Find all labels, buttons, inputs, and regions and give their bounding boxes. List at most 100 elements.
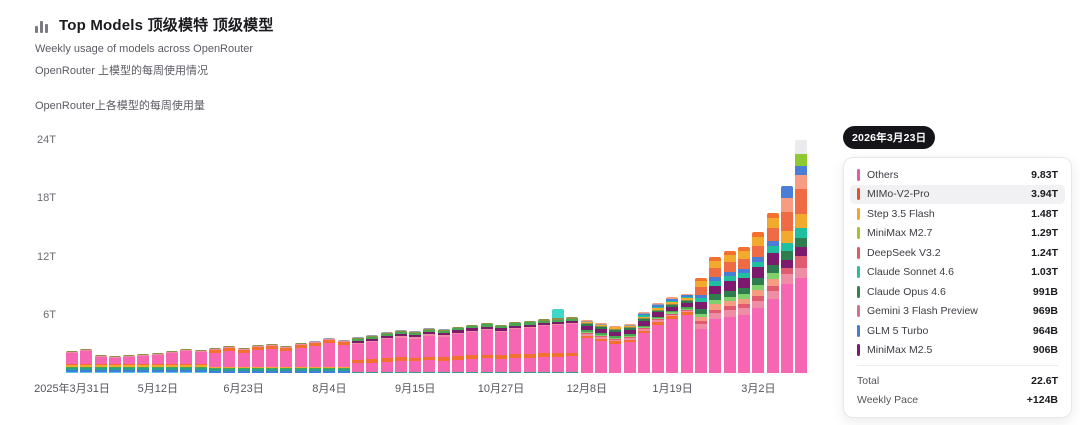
bar-week-38[interactable]	[609, 325, 622, 373]
segment-others	[294, 347, 307, 367]
segment-deepseek-v3.2	[580, 332, 593, 334]
bar-week-8[interactable]	[180, 348, 193, 373]
segment-misc-lightgreen	[594, 334, 607, 336]
bar-week-44[interactable]	[695, 278, 708, 373]
bar-week-22[interactable]	[380, 332, 393, 373]
bar-week-3[interactable]	[108, 355, 121, 373]
bar-week-39[interactable]	[623, 323, 636, 373]
bar-week-4[interactable]	[123, 354, 136, 373]
bar-week-10[interactable]	[208, 347, 221, 373]
bar-week-12[interactable]	[237, 347, 250, 373]
bar-week-21[interactable]	[366, 335, 379, 373]
bar-week-13[interactable]	[251, 344, 264, 373]
segment-others	[409, 361, 422, 372]
bar-week-29[interactable]	[480, 322, 493, 373]
bar-week-32[interactable]	[523, 320, 536, 373]
bar-week-6[interactable]	[151, 352, 164, 373]
segment-gemini-3-flash-preview	[637, 329, 650, 331]
total-value: 22.6T	[1031, 374, 1058, 387]
bar-week-30[interactable]	[494, 324, 507, 373]
segment-misc-orange	[366, 359, 379, 363]
segment-minimax-m2.5	[594, 328, 607, 334]
segment-step-3.5-flash	[223, 366, 236, 369]
tooltip-row[interactable]: Claude Opus 4.6 991B	[850, 282, 1065, 302]
tooltip-row[interactable]: MiniMax M2.7 1.29T	[850, 224, 1065, 244]
bar-week-25[interactable]	[423, 328, 436, 373]
bar-week-26[interactable]	[437, 329, 450, 373]
tooltip-row[interactable]: Others 9.83T	[850, 165, 1065, 185]
segment-misc-green	[594, 333, 607, 335]
bar-week-9[interactable]	[194, 349, 207, 373]
bar-week-27[interactable]	[452, 326, 465, 373]
segment-misc-teal	[123, 368, 136, 370]
bar-week-46[interactable]	[723, 250, 736, 373]
tooltip-row[interactable]: Claude Sonnet 4.6 1.03T	[850, 263, 1065, 283]
bar-week-2[interactable]	[94, 354, 107, 373]
model-usage-value: 906B	[1032, 344, 1058, 357]
segment-deepseek-v3.2	[737, 304, 750, 309]
segment-misc-blue	[208, 370, 221, 373]
bar-week-16[interactable]	[294, 342, 307, 373]
bar-week-48[interactable]	[752, 232, 765, 373]
tooltip-row[interactable]: Step 3.5 Flash 1.48T	[850, 204, 1065, 224]
bar-week-37[interactable]	[594, 322, 607, 373]
segment-gemini-3-flash-preview	[695, 324, 708, 330]
segment-others	[752, 308, 765, 373]
tooltip-row[interactable]: Gemini 3 Flash Preview 969B	[850, 302, 1065, 322]
bar-week-14[interactable]	[266, 343, 279, 373]
segment-misc-lightgreen	[723, 296, 736, 301]
legend-color-chip	[857, 305, 860, 318]
legend-color-chip	[857, 168, 860, 181]
tooltip-row[interactable]: DeepSeek V3.2 1.24T	[850, 243, 1065, 263]
bar-week-42[interactable]	[666, 297, 679, 373]
bar-week-49[interactable]	[766, 212, 779, 373]
bar-week-7[interactable]	[166, 350, 179, 373]
bar-week-40[interactable]	[637, 311, 650, 373]
tooltip-row[interactable]: MiniMax M2.5 906B	[850, 341, 1065, 361]
segment-misc-teal	[108, 368, 121, 370]
bar-week-45[interactable]	[709, 256, 722, 373]
bar-week-50[interactable]	[780, 186, 793, 373]
bar-week-23[interactable]	[394, 330, 407, 373]
bar-week-33[interactable]	[537, 318, 550, 373]
bar-week-17[interactable]	[309, 341, 322, 373]
segment-gemini-3-flash-preview	[409, 337, 422, 339]
segment-others	[666, 318, 679, 373]
bar-week-19[interactable]	[337, 340, 350, 373]
bar-week-35[interactable]	[566, 316, 579, 373]
segment-misc-orange	[709, 256, 722, 261]
segment-gemini-3-flash-preview	[337, 341, 350, 343]
segment-misc-blue	[237, 370, 250, 373]
segment-gemini-3-flash-preview	[795, 268, 808, 278]
segment-others	[466, 331, 479, 356]
bar-week-41[interactable]	[652, 303, 665, 373]
bar-week-18[interactable]	[323, 338, 336, 373]
segment-step-3.5-flash	[237, 366, 250, 369]
tooltip-row[interactable]: MIMo-V2-Pro 3.94T	[850, 184, 1065, 204]
segment-misc-gray	[680, 294, 693, 296]
bar-week-0[interactable]	[66, 350, 78, 373]
bar-week-31[interactable]	[509, 321, 522, 373]
bar-week-34[interactable]	[552, 309, 565, 373]
bar-week-5[interactable]	[137, 353, 150, 373]
bar-week-1[interactable]	[80, 348, 93, 373]
bar-week-43[interactable]	[680, 293, 693, 373]
segment-misc-olive	[223, 346, 236, 348]
bar-week-51[interactable]	[795, 139, 808, 373]
bar-week-24[interactable]	[409, 331, 422, 373]
segment-misc-olive	[523, 321, 536, 323]
tooltip-row[interactable]: GLM 5 Turbo 964B	[850, 321, 1065, 341]
segment-others	[737, 315, 750, 373]
bar-week-28[interactable]	[466, 324, 479, 373]
bar-week-15[interactable]	[280, 345, 293, 373]
bar-week-36[interactable]	[580, 319, 593, 373]
bar-week-47[interactable]	[737, 246, 750, 373]
model-usage-value: 9.83T	[1031, 168, 1058, 181]
bar-week-20[interactable]	[351, 337, 364, 373]
segment-misc-teal	[280, 369, 293, 371]
segment-misc-orange	[394, 357, 407, 362]
bar-week-11[interactable]	[223, 345, 236, 373]
segment-misc-orange	[423, 356, 436, 361]
segment-misc-orange	[380, 358, 393, 362]
segment-step-3.5-flash	[637, 316, 650, 319]
